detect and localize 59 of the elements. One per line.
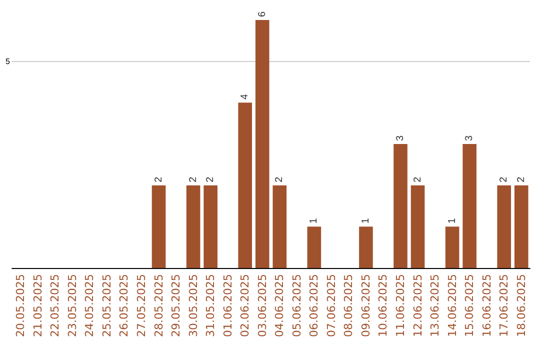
x-tick-label: 30.05.2025 [186, 274, 200, 338]
bar [410, 185, 425, 268]
bar [445, 226, 460, 268]
bar [152, 185, 166, 268]
bar [497, 185, 512, 268]
data-label: 3 [395, 135, 406, 142]
data-label: 1 [446, 218, 458, 224]
x-tick-label: 31.05.2025 [204, 274, 218, 338]
x-tick-label: 21.05.2025 [31, 274, 44, 338]
data-label: 2 [498, 176, 510, 182]
data-label: 1 [360, 218, 372, 224]
x-tick-label: 25.05.2025 [100, 274, 114, 338]
bar [186, 185, 200, 268]
data-label: 2 [516, 176, 527, 182]
x-tick-label: 26.05.2025 [118, 274, 131, 338]
x-tick-label: 02.06.2025 [238, 274, 252, 338]
x-tick-label: 24.05.2025 [83, 274, 96, 338]
x-tick-label: 17.06.2025 [498, 274, 511, 338]
x-tick-label: 15.06.2025 [463, 274, 476, 338]
x-tick-label: 13.06.2025 [428, 274, 442, 338]
x-tick-label: 27.05.2025 [135, 274, 148, 338]
x-tick-label: 06.06.2025 [308, 274, 321, 338]
data-label: 6 [256, 11, 268, 17]
bar [514, 185, 528, 268]
data-label: 2 [188, 176, 199, 182]
bar [238, 102, 252, 268]
x-tick-label: 29.05.2025 [170, 274, 183, 338]
bar [204, 185, 218, 268]
data-label: 4 [240, 94, 251, 100]
x-tick-label: 01.06.2025 [221, 274, 234, 338]
x-tick-label: 11.06.2025 [394, 274, 407, 338]
x-tick-label: 03.06.2025 [256, 274, 269, 338]
y-tick-label: 5 [6, 56, 11, 66]
x-tick-label: 18.06.2025 [514, 274, 528, 338]
x-tick-label: 05.06.2025 [290, 274, 304, 338]
bar [462, 144, 476, 268]
bar [359, 226, 373, 268]
data-label: 2 [205, 176, 216, 182]
data-label: 2 [274, 176, 286, 182]
x-tick-label: 10.06.2025 [376, 274, 390, 338]
x-tick-label: 23.05.2025 [66, 274, 79, 338]
x-tick-label: 08.06.2025 [342, 274, 356, 338]
data-label: 2 [412, 176, 424, 182]
bar [255, 20, 270, 268]
x-tick-label: 12.06.2025 [411, 274, 424, 338]
x-tick-label: 20.05.2025 [14, 274, 28, 338]
bar [272, 185, 287, 268]
x-tick-label: 04.06.2025 [273, 274, 286, 338]
bar [394, 144, 408, 268]
x-tick-label: 09.06.2025 [359, 274, 372, 338]
x-tick-label: 28.05.2025 [152, 274, 166, 338]
x-tick-label: 22.05.2025 [48, 274, 62, 338]
data-label: 1 [308, 218, 320, 224]
x-tick-label: 16.06.2025 [480, 274, 494, 338]
data-label: 3 [464, 135, 476, 142]
bar [307, 226, 322, 268]
x-tick-label: 07.06.2025 [324, 274, 338, 338]
x-tick-label: 14.06.2025 [446, 274, 459, 338]
data-label: 2 [153, 176, 164, 182]
